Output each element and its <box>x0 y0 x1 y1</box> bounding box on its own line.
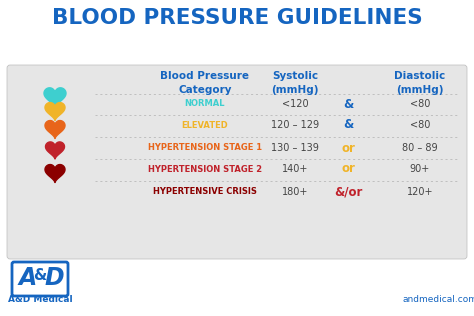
Polygon shape <box>45 165 65 183</box>
Text: 80 – 89: 80 – 89 <box>402 143 438 153</box>
Text: Blood Pressure
Category: Blood Pressure Category <box>161 71 249 94</box>
Text: &: & <box>343 98 353 111</box>
Text: 130 – 139: 130 – 139 <box>271 143 319 153</box>
Text: Diastolic
(mmHg): Diastolic (mmHg) <box>394 71 446 94</box>
Text: 90+: 90+ <box>410 164 430 174</box>
Text: &/or: &/or <box>334 185 362 198</box>
Text: or: or <box>341 162 355 175</box>
Polygon shape <box>46 142 64 159</box>
Text: Systolic
(mmHg): Systolic (mmHg) <box>271 71 319 94</box>
Text: HYPERTENSION STAGE 1: HYPERTENSION STAGE 1 <box>148 143 262 153</box>
Text: <80: <80 <box>410 120 430 130</box>
Text: NORMAL: NORMAL <box>185 100 225 108</box>
Text: andmedical.com: andmedical.com <box>402 295 474 305</box>
Text: or: or <box>341 142 355 155</box>
Text: A: A <box>19 266 37 290</box>
Text: HYPERTENSIVE CRISIS: HYPERTENSIVE CRISIS <box>153 187 257 197</box>
Text: D: D <box>44 266 64 290</box>
Text: HYPERTENSION STAGE 2: HYPERTENSION STAGE 2 <box>148 165 262 173</box>
Polygon shape <box>44 88 66 108</box>
Text: &: & <box>33 269 46 283</box>
Text: ELEVATED: ELEVATED <box>182 120 228 130</box>
FancyBboxPatch shape <box>7 65 467 259</box>
Text: &: & <box>343 118 353 131</box>
Text: 140+: 140+ <box>282 164 308 174</box>
Text: <120: <120 <box>282 99 308 109</box>
Text: A&D Medical: A&D Medical <box>8 295 73 305</box>
Text: <80: <80 <box>410 99 430 109</box>
Text: 180+: 180+ <box>282 187 308 197</box>
Text: BLOOD PRESSURE GUIDELINES: BLOOD PRESSURE GUIDELINES <box>52 8 422 28</box>
Polygon shape <box>45 103 65 121</box>
Polygon shape <box>45 120 65 139</box>
Text: 120 – 129: 120 – 129 <box>271 120 319 130</box>
Text: 120+: 120+ <box>407 187 433 197</box>
